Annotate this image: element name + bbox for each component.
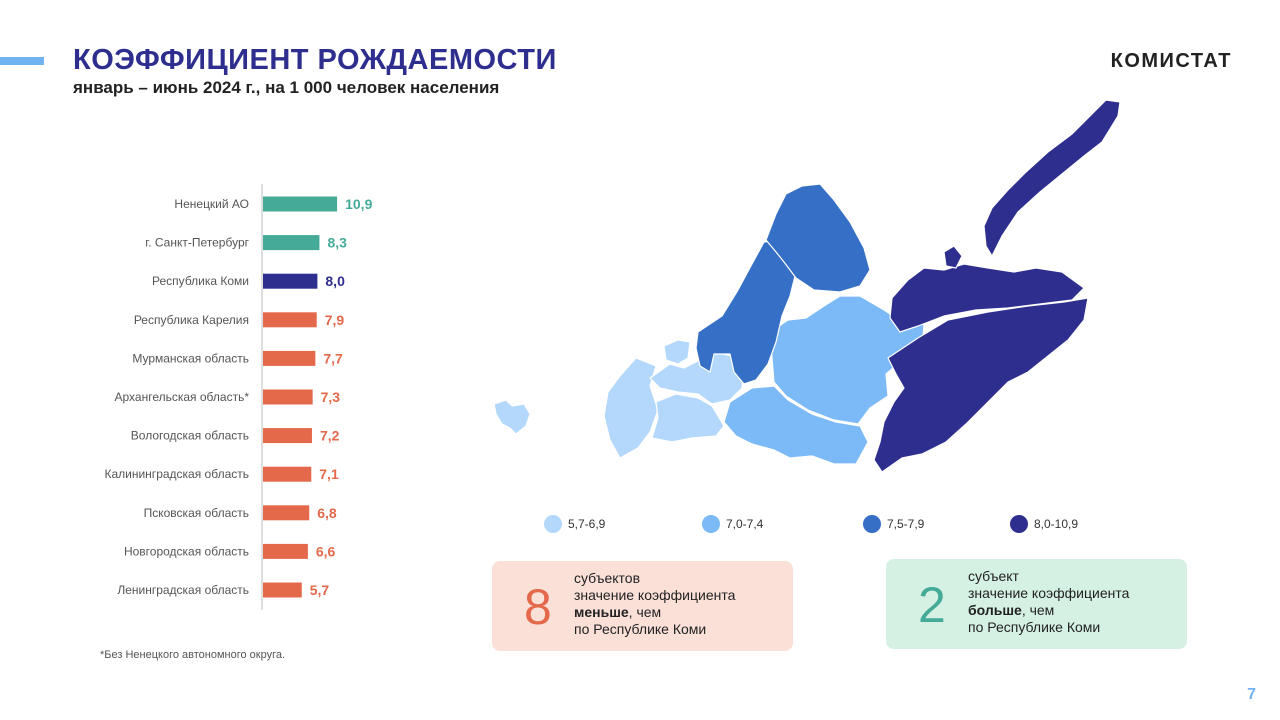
bar-category-label: Архангельская область* <box>115 390 250 404</box>
bar-category-label: Ненецкий АО <box>174 197 249 211</box>
footnote: *Без Ненецкого автономного округа. <box>100 649 286 661</box>
map-region-spb-area <box>663 339 691 365</box>
summary-card-less: 8 субъектов значение коэффициента меньше… <box>492 561 793 651</box>
summary-number: 2 <box>918 577 946 633</box>
bar-category-label: Республика Карелия <box>134 313 249 327</box>
bar <box>263 505 310 521</box>
region-map <box>493 99 1121 473</box>
summary-text: субъектов значение коэффициента меньше, … <box>574 570 735 638</box>
map-region-vologda <box>723 385 869 465</box>
brand-logo: КОМИСТАТ <box>1110 50 1232 72</box>
map-legend: 5,7-6,9 7,0-7,4 7,5-7,9 8,0-10,9 <box>544 515 1144 535</box>
summary-line: субъектов <box>574 570 641 586</box>
legend-label: 5,7-6,9 <box>568 517 606 531</box>
map-region-kolguev <box>943 245 963 269</box>
legend-dot <box>702 515 720 533</box>
legend-label: 7,5-7,9 <box>887 517 925 531</box>
legend-item-4: 8,0-10,9 <box>1010 515 1078 533</box>
bar-value-label: 7,2 <box>320 428 340 444</box>
bar-category-label: г. Санкт-Петербург <box>145 236 249 250</box>
bar-category-label: Вологодская область <box>131 429 249 443</box>
bar-value-label: 7,7 <box>323 350 343 366</box>
map-region-murmansk <box>765 183 871 293</box>
map-region-leningrad <box>649 351 745 405</box>
legend-label: 8,0-10,9 <box>1034 517 1079 531</box>
bar-value-label: 10,9 <box>345 196 372 212</box>
summary-line-rest: , чем <box>1021 602 1055 618</box>
map-region-karelia <box>695 239 797 385</box>
bar-category-label: Новгородская область <box>124 544 249 558</box>
map-region-kaliningrad <box>493 399 531 435</box>
map-region-novaya-zemlya <box>983 99 1121 257</box>
bar-value-label: 5,7 <box>310 582 330 598</box>
bar <box>263 235 320 251</box>
summary-text: субъект значение коэффициента больше, че… <box>968 568 1129 636</box>
page-title: КОЭФФИЦИЕНТ РОЖДАЕМОСТИ <box>73 44 557 76</box>
bar-category-label: Республика Коми <box>152 274 249 288</box>
bar <box>263 350 316 366</box>
legend-dot <box>544 515 562 533</box>
summary-line: субъект <box>968 568 1019 584</box>
bar <box>263 466 312 482</box>
map-region-novgorod <box>651 393 725 443</box>
bar <box>263 389 313 405</box>
bar <box>263 273 318 289</box>
legend-item-3: 7,5-7,9 <box>863 515 924 533</box>
bar-category-label: Мурманская область <box>132 351 249 365</box>
bar-value-label: 6,6 <box>316 543 336 559</box>
bar-value-label: 8,3 <box>327 235 347 251</box>
bar-category-label: Калининградская область <box>104 467 249 481</box>
summary-emphasis: больше <box>968 602 1022 618</box>
accent-bar <box>0 57 44 65</box>
summary-card-more: 2 субъект значение коэффициента больше, … <box>886 559 1187 649</box>
summary-line: по Республике Коми <box>574 621 707 637</box>
bar-category-label: Ленинградская область <box>117 583 249 597</box>
summary-number: 8 <box>524 579 552 635</box>
legend-item-1: 5,7-6,9 <box>544 515 605 533</box>
summary-emphasis: меньше <box>574 604 629 620</box>
summary-line-rest: , чем <box>628 604 662 620</box>
bar-value-label: 8,0 <box>325 273 345 289</box>
bar-value-label: 7,3 <box>321 389 341 405</box>
summary-line: значение коэффициента <box>574 587 736 603</box>
bar <box>263 582 302 598</box>
legend-dot <box>863 515 881 533</box>
bar-value-label: 7,9 <box>325 312 345 328</box>
legend-dot <box>1010 515 1028 533</box>
legend-item-2: 7,0-7,4 <box>702 515 763 533</box>
page-number: 7 <box>1247 686 1256 703</box>
bar <box>263 428 312 444</box>
summary-line: меньше, чем <box>574 604 735 621</box>
bar-value-label: 7,1 <box>319 466 339 482</box>
bar-chart: Ненецкий АО 10,9 г. Санкт-Петербург 8,3 Респ… <box>104 184 373 610</box>
map-region-pskov <box>603 357 659 459</box>
bar <box>263 543 308 559</box>
summary-line: по Республике Коми <box>968 619 1101 635</box>
bar <box>263 196 338 212</box>
bar <box>263 312 317 328</box>
bar-category-label: Псковская область <box>144 506 249 520</box>
bar-value-label: 6,8 <box>317 505 337 521</box>
legend-label: 7,0-7,4 <box>726 517 764 531</box>
map-region-nenets <box>889 263 1085 333</box>
summary-line: больше, чем <box>968 602 1129 619</box>
page-subtitle: январь – июнь 2024 г., на 1 000 человек … <box>73 78 500 97</box>
summary-line: значение коэффициента <box>968 585 1130 601</box>
